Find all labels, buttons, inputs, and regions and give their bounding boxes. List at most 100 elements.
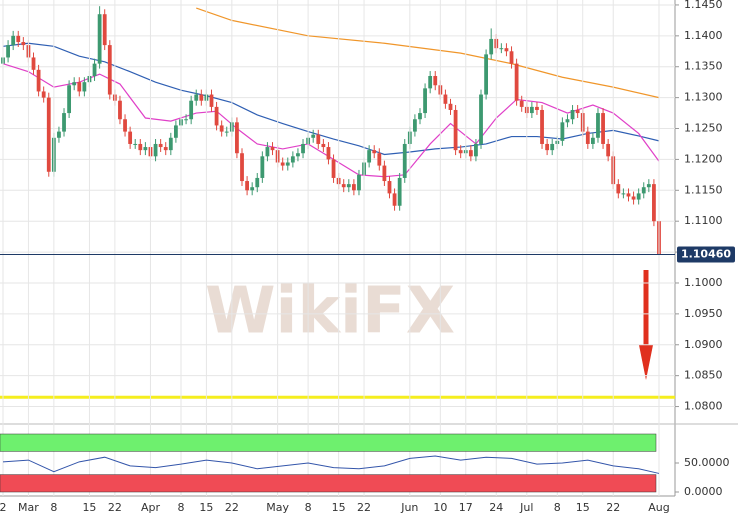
oversold-zone — [0, 474, 657, 493]
x-tick-label: Jun — [400, 501, 418, 514]
y-tick-label: 1.0850 — [684, 369, 723, 382]
x-tick-label: 8 — [177, 501, 184, 514]
candle-body — [107, 45, 112, 95]
x-tick-label: May — [266, 501, 289, 514]
x-tick-label: 15 — [199, 501, 213, 514]
candle-body — [641, 187, 646, 194]
x-tick-label: Aug — [648, 501, 669, 514]
candle-body — [133, 143, 138, 145]
candle-body — [168, 137, 173, 151]
candle-body — [21, 42, 26, 46]
candle-body — [443, 94, 448, 104]
candle-body — [418, 113, 422, 120]
candle-body — [285, 162, 290, 166]
x-tick-label: 17 — [459, 501, 473, 514]
candle-body — [224, 131, 229, 133]
candle-body — [255, 177, 260, 188]
candle-body — [199, 94, 204, 101]
candle-body — [621, 193, 626, 195]
candle-body — [209, 94, 214, 107]
candle-body — [636, 193, 641, 200]
arrow — [639, 270, 653, 380]
candle-body — [590, 137, 595, 144]
x-tick-label: 8 — [554, 501, 561, 514]
y-tick-label: 1.1150 — [684, 183, 723, 196]
moving-average — [2, 42, 660, 156]
y-tick-label: 1.1200 — [684, 152, 723, 165]
candle-body — [458, 150, 463, 154]
candle-body — [250, 187, 255, 191]
candle-body — [565, 119, 570, 123]
candle-body — [382, 165, 387, 182]
candle-body — [545, 143, 550, 151]
candle-body — [143, 147, 148, 151]
candle-body — [570, 109, 575, 120]
candle-body — [138, 143, 143, 151]
candle-body — [346, 184, 351, 188]
candle-body — [97, 14, 102, 64]
candle-body — [575, 109, 580, 114]
candle-body — [316, 134, 321, 144]
y-tick-label: 1.0950 — [684, 307, 723, 320]
x-tick-label: 15 — [82, 501, 96, 514]
candle-body — [402, 143, 407, 178]
x-tick-label: 15 — [576, 501, 590, 514]
candle-body — [158, 143, 163, 148]
candle-body — [41, 91, 46, 98]
x-tick-label: 8 — [50, 501, 57, 514]
candle-body — [423, 88, 427, 114]
x-tick-label: Apr — [141, 501, 161, 514]
candle-body — [372, 150, 377, 154]
overbought-zone — [0, 433, 657, 452]
x-tick-label: Jul — [519, 501, 533, 514]
candle-body — [331, 159, 336, 178]
x-tick-label: 22 — [357, 501, 371, 514]
candle-body — [245, 181, 249, 191]
candle-body — [118, 100, 122, 120]
candle-body — [626, 193, 631, 197]
last-price-tag — [677, 246, 735, 263]
candle-body — [16, 35, 21, 43]
candle-body — [397, 177, 402, 206]
candle-body — [214, 106, 219, 126]
candle-body — [31, 57, 36, 70]
candle-body — [184, 119, 188, 121]
candle-body — [290, 156, 295, 163]
candle-body — [296, 153, 300, 157]
candle-body — [11, 35, 16, 46]
last-price-label: 1.10460 — [681, 248, 731, 261]
oscillator-line — [2, 455, 660, 474]
candle-body — [646, 184, 651, 188]
candle-body — [189, 100, 194, 120]
y-tick-label: 1.1250 — [684, 122, 723, 135]
y-tick-label: 1.0900 — [684, 338, 723, 351]
candle-body — [596, 113, 600, 138]
candle-body — [514, 63, 519, 101]
candle-body — [357, 174, 361, 191]
candle-body — [265, 147, 270, 157]
candle-body — [153, 143, 158, 157]
candle-body — [550, 143, 555, 151]
y-tick-label: 50.0000 — [684, 456, 730, 469]
x-tick-label: 2 — [0, 501, 7, 514]
candle-body — [82, 82, 87, 92]
y-tick-label: 1.0800 — [684, 400, 723, 413]
candle-body — [489, 38, 494, 55]
x-tick-label: 24 — [489, 501, 503, 514]
candle-body — [301, 143, 305, 154]
candle-body — [499, 48, 504, 50]
candle-body — [652, 184, 656, 222]
candle-body — [260, 156, 265, 178]
candle-body — [173, 125, 178, 138]
y-tick-label: 1.1450 — [684, 0, 723, 11]
candle-body — [72, 82, 77, 86]
candle-body — [235, 122, 239, 154]
candle-body — [326, 147, 331, 160]
x-tick-label: 15 — [332, 501, 346, 514]
x-tick-label: 22 — [606, 501, 620, 514]
candle-body — [77, 82, 82, 92]
candle-body — [102, 14, 107, 46]
candle-body — [311, 134, 316, 138]
candle-body — [36, 69, 41, 92]
